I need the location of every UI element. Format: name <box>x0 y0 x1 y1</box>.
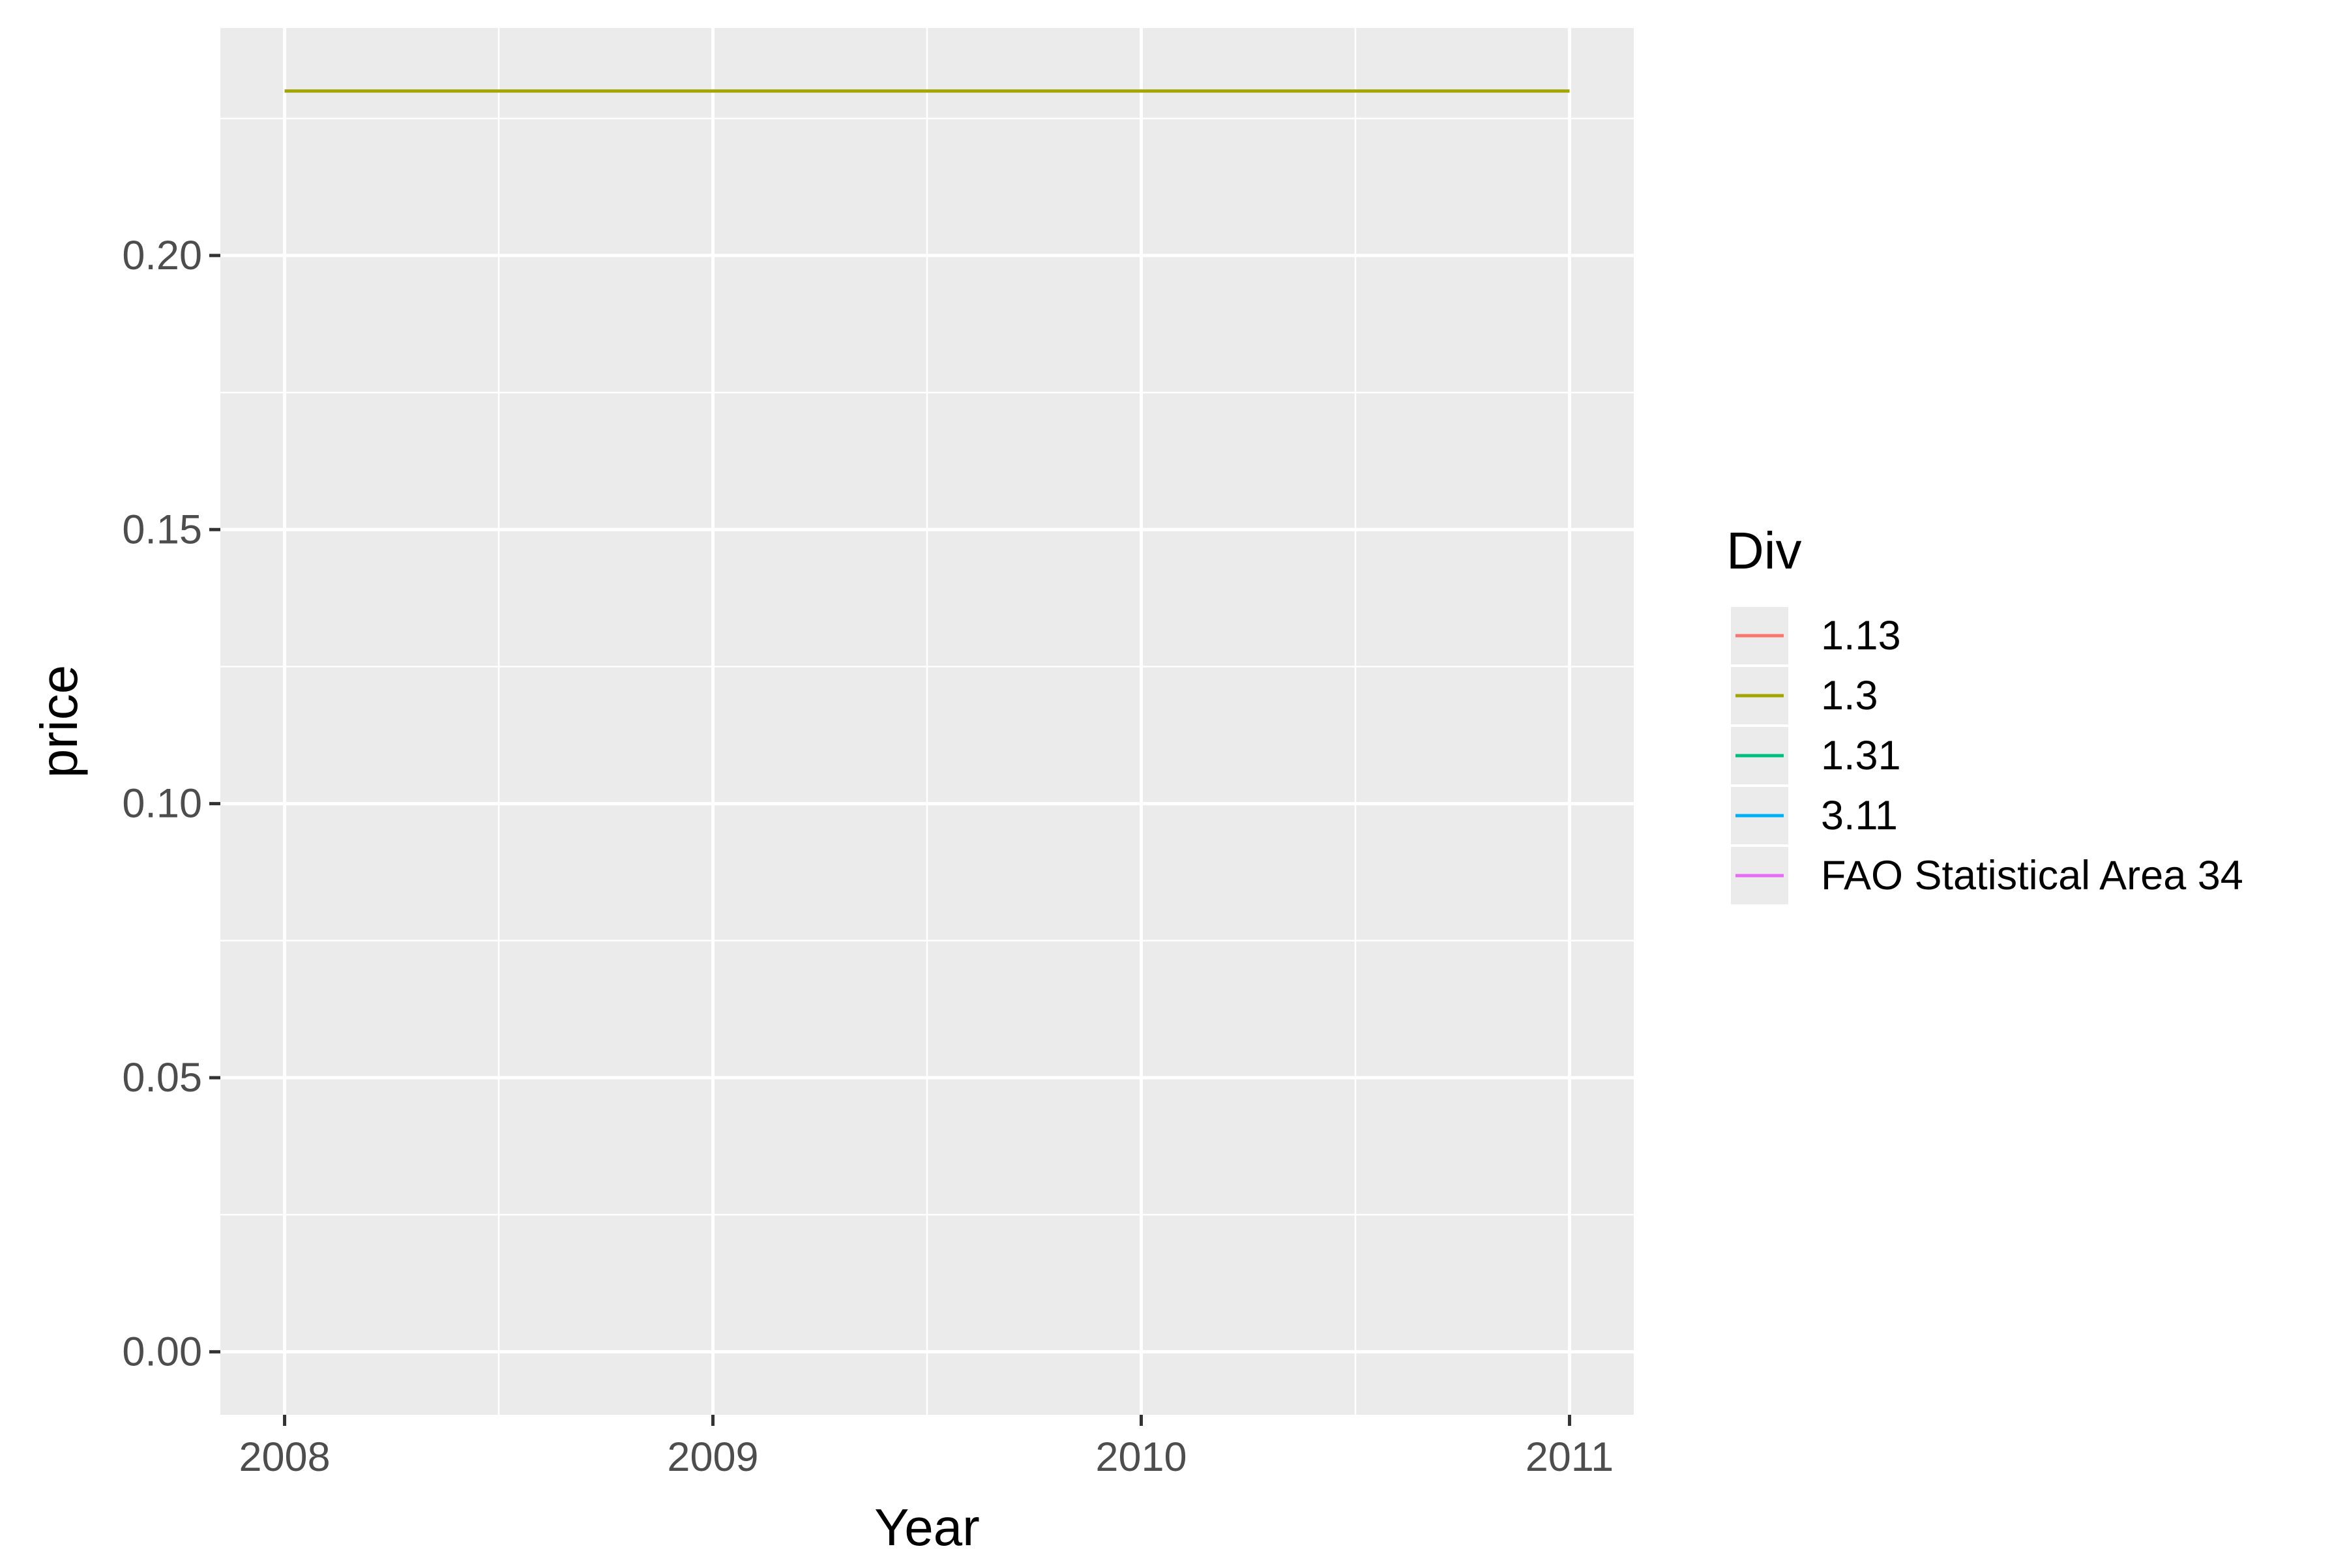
x-tick-label: 2008 <box>239 1434 330 1480</box>
y-tick-label: 0.05 <box>122 1055 202 1101</box>
x-axis-title: Year <box>874 1498 980 1556</box>
legend-label: 1.3 <box>1821 673 1878 718</box>
legend-label: 3.11 <box>1821 793 1898 838</box>
major-gridlines <box>220 28 1634 1415</box>
legend: Div 1.13 1.3 1.31 3.11 FAO Statistical Area … <box>1726 522 2243 907</box>
legend-items: 1.13 1.3 1.31 3.11 FAO Statistical Area 34 <box>1728 604 2243 907</box>
y-tick-label: 0.00 <box>122 1329 202 1374</box>
x-tick-label: 2011 <box>1526 1434 1614 1480</box>
y-tick-label: 0.20 <box>122 233 202 278</box>
legend-label: 1.13 <box>1821 613 1901 658</box>
legend-item: 1.3 <box>1728 664 1878 727</box>
legend-item: FAO Statistical Area 34 <box>1728 844 2243 907</box>
y-tick-label: 0.10 <box>122 781 202 827</box>
legend-item: 1.31 <box>1728 724 1901 787</box>
x-axis: 2008 2009 2010 2011 <box>239 1415 1614 1480</box>
legend-item: 3.11 <box>1728 784 1898 847</box>
legend-item: 1.13 <box>1728 604 1901 667</box>
legend-title: Div <box>1726 522 1802 580</box>
x-tick-label: 2009 <box>667 1434 758 1480</box>
legend-label: FAO Statistical Area 34 <box>1821 853 2243 898</box>
y-tick-label: 0.15 <box>122 507 202 552</box>
y-axis-title: price <box>30 665 88 778</box>
x-tick-label: 2010 <box>1095 1434 1187 1480</box>
legend-label: 1.31 <box>1821 733 1901 778</box>
y-axis: 0.00 0.05 0.10 0.15 0.20 <box>122 233 220 1374</box>
minor-gridlines <box>220 28 1634 1415</box>
